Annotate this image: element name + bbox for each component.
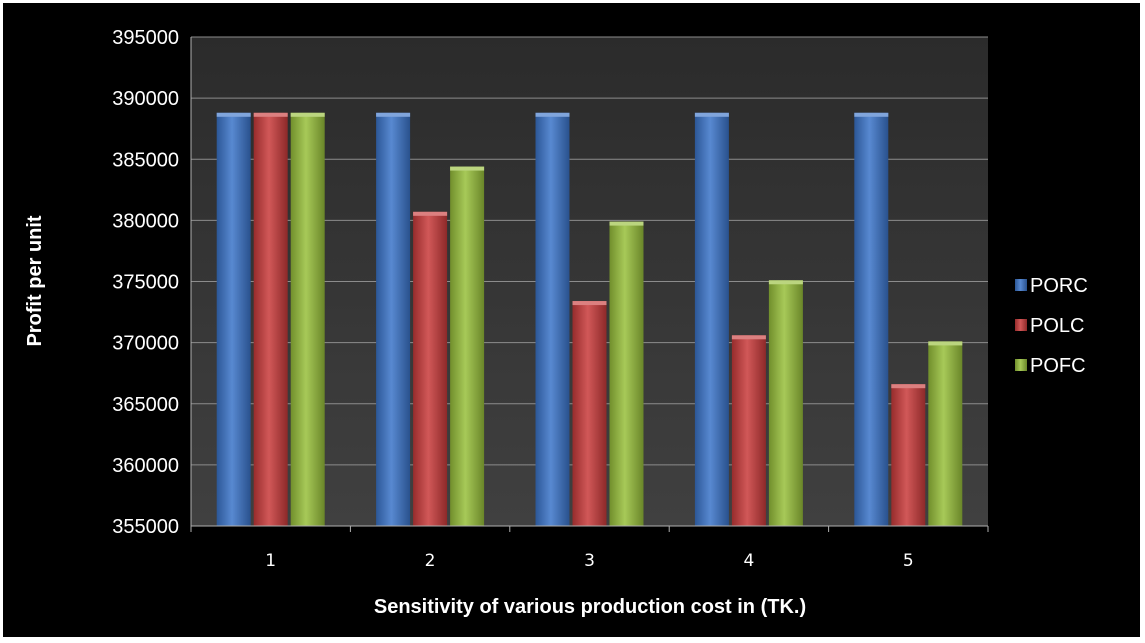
y-tick-label: 385000 [112, 149, 179, 171]
y-tick-label: 375000 [112, 272, 179, 294]
x-tick-label: 5 [903, 551, 914, 571]
y-tick-label: 390000 [112, 88, 179, 110]
legend-label: POLC [1030, 315, 1084, 337]
bars [216, 112, 963, 527]
bar-porc [216, 112, 251, 527]
bar-pofc [450, 166, 485, 526]
bar-cap [694, 112, 729, 117]
legend-swatch [1015, 359, 1027, 371]
bar-cap [450, 166, 485, 171]
y-tick-label: 365000 [112, 394, 179, 416]
axes [190, 37, 989, 532]
bar-cap [609, 221, 644, 226]
bar-cap [928, 341, 963, 346]
legend-swatch [1015, 319, 1027, 331]
bar-polc [891, 384, 926, 526]
legend-item-polc: POLC [1015, 315, 1084, 337]
bar-cap [376, 112, 411, 117]
x-tick-label: 3 [584, 551, 595, 571]
bar-porc [694, 112, 729, 527]
y-tick-label: 355000 [112, 516, 179, 538]
y-tick-label: 370000 [112, 333, 179, 355]
bar-polc [572, 301, 607, 526]
bar-cap [216, 112, 251, 117]
legend: PORC POLC POFC [1015, 275, 1088, 377]
x-tick-labels: 1 2 3 4 5 [265, 551, 913, 571]
bar-cap [731, 335, 766, 340]
bar-chart: 355000 360000 365000 370000 375000 380000 3850… [24, 27, 1088, 618]
bar-polc [413, 211, 448, 526]
legend-item-pofc: POFC [1015, 355, 1086, 377]
bar-polc [731, 335, 766, 526]
legend-swatch [1015, 279, 1027, 291]
bar-cap [572, 301, 607, 306]
bar-cap [768, 280, 803, 285]
x-tick-label: 4 [743, 551, 754, 571]
bar-polc [253, 112, 288, 527]
legend-label: POFC [1030, 355, 1086, 377]
y-tick-labels: 355000 360000 365000 370000 375000 380000 3850… [112, 27, 179, 538]
bar-cap [854, 112, 889, 117]
bar-pofc [768, 280, 803, 526]
bar-cap [535, 112, 570, 117]
bar-cap [413, 211, 448, 216]
x-tick-label: 2 [425, 551, 436, 571]
y-tick-label: 360000 [112, 455, 179, 477]
bar-pofc [290, 112, 325, 527]
y-tick-label: 395000 [112, 27, 179, 49]
bar-cap [290, 112, 325, 117]
bar-porc [854, 112, 889, 527]
chart-frame: 355000 360000 365000 370000 375000 380000 3850… [3, 3, 1140, 637]
bar-pofc [609, 221, 644, 526]
legend-item-porc: PORC [1015, 275, 1088, 297]
y-axis-title: Profit per unit [24, 215, 46, 346]
y-tick-label: 380000 [112, 210, 179, 232]
bar-porc [376, 112, 411, 527]
bar-pofc [928, 341, 963, 526]
legend-label: PORC [1030, 275, 1088, 297]
x-axis-title: Sensitivity of various production cost i… [374, 596, 806, 618]
bar-cap [891, 384, 926, 389]
bar-porc [535, 112, 570, 527]
bar-cap [253, 112, 288, 117]
x-tick-label: 1 [265, 551, 276, 571]
